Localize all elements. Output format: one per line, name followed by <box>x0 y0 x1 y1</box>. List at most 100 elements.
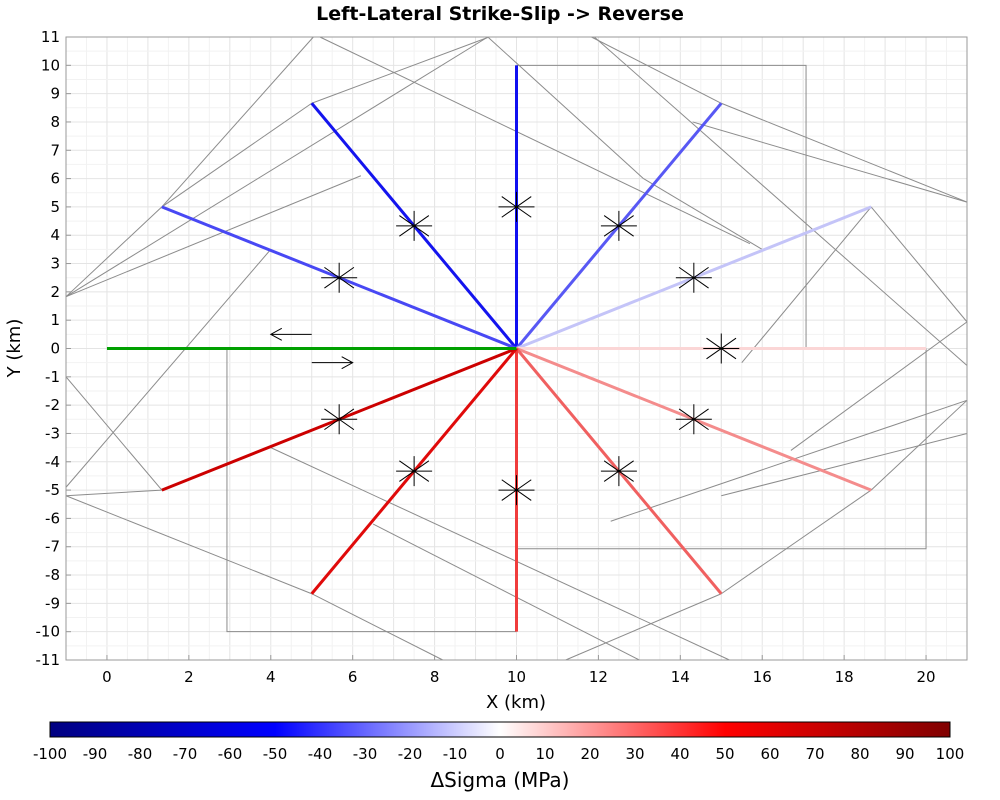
fault-outline <box>591 36 722 104</box>
slip-arrow <box>311 356 354 370</box>
x-tick-label: 4 <box>266 668 276 686</box>
y-tick-label: 10 <box>41 56 60 74</box>
colorbar-tick-label: 50 <box>715 745 734 763</box>
x-tick-label: 12 <box>589 668 608 686</box>
fault-outline <box>790 321 968 451</box>
fault-outline <box>720 489 872 595</box>
colorbar-tick-label: -50 <box>263 745 288 763</box>
y-tick-label: 8 <box>50 113 60 131</box>
y-tick-label: -5 <box>45 481 60 499</box>
fault-outline <box>692 121 968 203</box>
x-ticks: 0 2 4 6 8 10 12 14 16 18 20 <box>102 655 936 686</box>
y-tick-label: 0 <box>50 340 60 358</box>
x-tick-label: 2 <box>184 668 194 686</box>
colorbar-tick-label: 60 <box>760 745 779 763</box>
fault-outline <box>565 593 722 661</box>
y-tick-label: 6 <box>50 170 60 188</box>
stress-symbol <box>675 262 712 293</box>
colorbar-tick-label: -90 <box>83 745 108 763</box>
colorbar-tick-label: 20 <box>580 745 599 763</box>
fault-outline <box>721 432 968 497</box>
y-tick-label: 1 <box>50 311 60 329</box>
colorbar-tick-label: -70 <box>173 745 198 763</box>
fault-outline <box>870 206 968 323</box>
fault-outline <box>65 206 163 298</box>
colorbar-tick-label: -80 <box>128 745 153 763</box>
x-tick-label: 10 <box>507 668 526 686</box>
y-tick-label: -4 <box>45 453 60 471</box>
fault-outline <box>593 36 968 366</box>
x-tick-label: 0 <box>102 668 112 686</box>
y-tick-label: -8 <box>45 566 60 584</box>
x-tick-label: 20 <box>916 668 935 686</box>
y-tick-label: -11 <box>36 651 61 669</box>
stress-symbols <box>321 191 740 506</box>
colorbar-label: ΔSigma (MPa) <box>430 768 569 792</box>
fault-outline <box>372 523 640 661</box>
colorbar-tick-label: 30 <box>625 745 644 763</box>
y-tick-label: 7 <box>50 141 60 159</box>
colorbar-ticks: -100 -90 -80 -70 -60 -50 -40 -30 -20 -10 0 10 20 30 40… <box>33 745 964 763</box>
y-tick-label: -10 <box>36 623 61 641</box>
stress-symbol <box>600 210 637 241</box>
y-axis-label: Y (km) <box>4 319 25 379</box>
colorbar-tick-label: 100 <box>936 745 965 763</box>
y-tick-label: -3 <box>45 424 60 442</box>
y-tick-label: 3 <box>50 255 60 273</box>
fault-outline <box>319 36 751 245</box>
fault-outline <box>610 399 968 522</box>
x-axis-label: X (km) <box>486 692 546 713</box>
colorbar-tick-label: 90 <box>895 745 914 763</box>
x-tick-label: 16 <box>753 668 772 686</box>
fault-outline <box>487 36 644 179</box>
fault-outline <box>65 36 489 298</box>
fault-outline <box>161 102 313 208</box>
colorbar-tick-label: -40 <box>308 745 333 763</box>
stress-symbol <box>498 191 535 222</box>
stress-symbol <box>396 210 433 241</box>
fault-outline <box>643 178 763 250</box>
source-fault <box>106 327 517 370</box>
fault-outline <box>65 495 312 595</box>
stress-symbol <box>321 262 358 293</box>
x-tick-label: 6 <box>348 668 358 686</box>
colorbar-tick-label: 70 <box>805 745 824 763</box>
fault-outline <box>65 489 162 497</box>
colorbar-tick-label: 40 <box>670 745 689 763</box>
y-tick-label: 5 <box>50 198 60 216</box>
y-tick-label: -9 <box>45 594 60 612</box>
fault-outlines <box>65 36 968 661</box>
y-tick-label: -2 <box>45 396 60 414</box>
fault-outline <box>311 593 444 661</box>
colorbar-tick-label: -60 <box>218 745 243 763</box>
x-tick-label: 18 <box>835 668 854 686</box>
stress-symbol <box>703 333 740 364</box>
fault-outline <box>65 249 272 488</box>
colorbar <box>49 721 951 738</box>
colorbar-tick-label: -30 <box>353 745 378 763</box>
x-tick-label: 8 <box>430 668 440 686</box>
fault-outline <box>65 175 362 298</box>
colorbar-tick-label: -10 <box>443 745 468 763</box>
colorbar-tick-label: -100 <box>33 745 67 763</box>
stress-symbol <box>321 404 358 435</box>
y-tick-label: -1 <box>45 368 60 386</box>
colorbar-tick-label: 10 <box>535 745 554 763</box>
colorbar-tick-label: 80 <box>850 745 869 763</box>
y-tick-label: 9 <box>50 85 60 103</box>
fault-outline <box>741 206 872 363</box>
fault-outline <box>270 447 730 661</box>
y-tick-label: 4 <box>50 226 60 244</box>
fault-outline <box>516 64 807 349</box>
fault-outline <box>161 36 314 208</box>
slip-arrow <box>269 327 312 341</box>
fault-outline <box>65 376 163 491</box>
y-tick-label: 2 <box>50 283 60 301</box>
fault-outline <box>311 36 490 104</box>
x-tick-label: 14 <box>671 668 690 686</box>
fault-outline <box>721 102 968 203</box>
y-tick-label: -7 <box>45 538 60 556</box>
y-tick-label: -6 <box>45 509 60 527</box>
chart-title: Left-Lateral Strike-Slip -> Reverse <box>316 3 684 25</box>
